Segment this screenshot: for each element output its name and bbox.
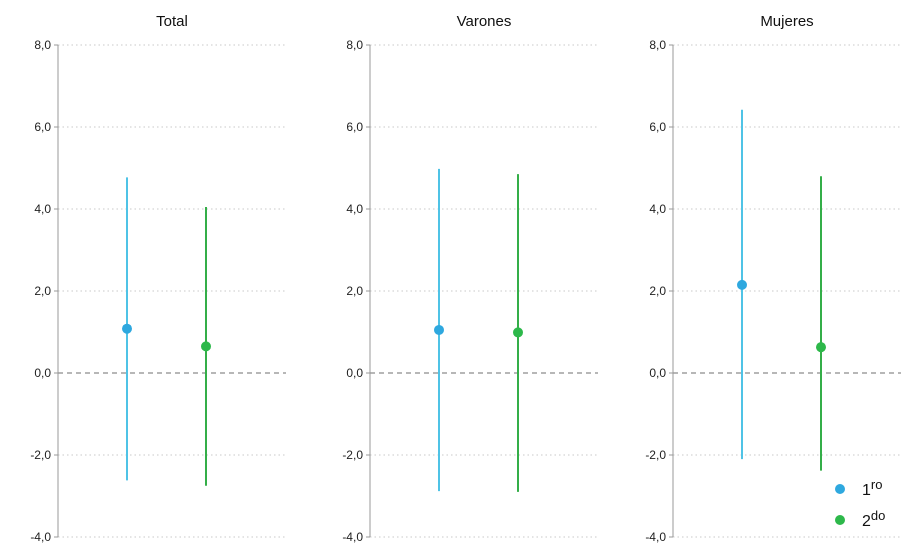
panel-title: Total (156, 13, 188, 30)
y-tick-label: -2,0 (645, 448, 666, 462)
legend-entry-1: 1ro (835, 477, 882, 499)
panel-mujeres: Mujeres 8,0 6,0 4,0 2,0 0,0 -2,0 -4,0 (645, 13, 901, 544)
y-tick-label: 0,0 (649, 366, 666, 380)
legend-label: 1ro (862, 477, 882, 499)
y-tick-label: 6,0 (346, 120, 363, 134)
y-tick-label: -4,0 (342, 530, 363, 544)
legend-marker (835, 515, 845, 525)
y-tick-label: 2,0 (34, 284, 51, 298)
y-tick-label: -4,0 (645, 530, 666, 544)
y-tick-label: 2,0 (649, 284, 666, 298)
point-1ro (737, 279, 747, 290)
y-tick-label: 8,0 (649, 38, 666, 52)
chart-legend: 1ro 2do (835, 477, 885, 530)
y-tick-label: 4,0 (34, 202, 51, 216)
point-2do (201, 341, 211, 352)
legend-label-superscript: do (871, 508, 885, 523)
point-2do (513, 327, 523, 338)
panel-title: Varones (457, 13, 512, 30)
legend-label-base: 2 (862, 513, 871, 530)
point-1ro (122, 323, 132, 334)
legend-label: 2do (862, 508, 885, 530)
chart-panels: Total 8,0 6,0 4,0 2,0 0,0 -2,0 -4,0 Varones 8,0 6,… (30, 13, 901, 544)
y-tick-label: -2,0 (30, 448, 51, 462)
legend-label-superscript: ro (871, 477, 883, 492)
point-2do (816, 342, 826, 353)
panel-title: Mujeres (760, 13, 813, 30)
y-tick-label: 8,0 (346, 38, 363, 52)
legend-entry-2: 2do (835, 508, 885, 530)
legend-marker (835, 484, 845, 494)
legend-label-base: 1 (862, 482, 871, 499)
y-tick-label: 8,0 (34, 38, 51, 52)
panel-total: Total 8,0 6,0 4,0 2,0 0,0 -2,0 -4,0 (30, 13, 286, 544)
y-tick-label: 0,0 (34, 366, 51, 380)
y-tick-label: 4,0 (649, 202, 666, 216)
y-tick-label: 6,0 (34, 120, 51, 134)
y-tick-label: -2,0 (342, 448, 363, 462)
y-tick-label: 6,0 (649, 120, 666, 134)
y-tick-label: 4,0 (346, 202, 363, 216)
panel-varones: Varones 8,0 6,0 4,0 2,0 0,0 -2,0 -4,0 (342, 13, 598, 544)
y-tick-label: 2,0 (346, 284, 363, 298)
point-1ro (434, 324, 444, 335)
y-tick-label: 0,0 (346, 366, 363, 380)
y-tick-label: -4,0 (30, 530, 51, 544)
